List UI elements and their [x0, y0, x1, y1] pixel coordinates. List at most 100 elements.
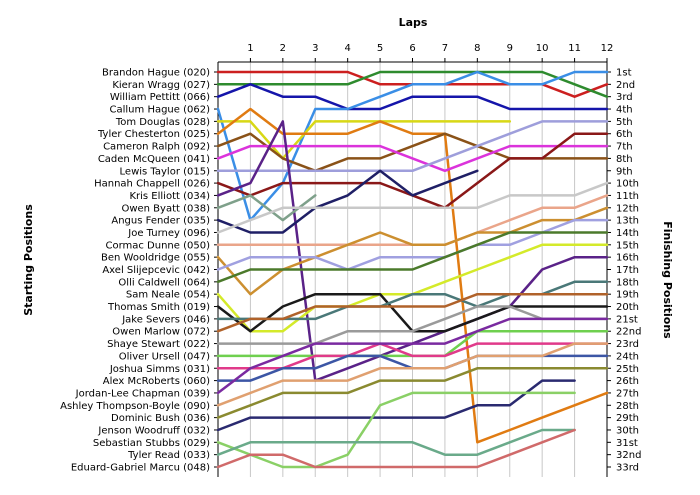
- starting-position-label: Oliver Ursell (047): [119, 351, 210, 362]
- starting-position-label: Angus Fender (035): [111, 216, 210, 227]
- finishing-position-label: 6th: [616, 129, 633, 140]
- y-axis-label-starting: Starting Positions: [22, 204, 35, 316]
- finishing-position-label: 16th: [616, 253, 639, 264]
- finishing-position-label: 3rd: [616, 92, 633, 103]
- finishing-position-label: 14th: [616, 228, 639, 239]
- series-line: [216, 120, 609, 173]
- starting-position-label: Brandon Hague (020): [102, 68, 210, 79]
- starting-position-label: Jenson Woodruff (032): [97, 425, 210, 436]
- series-line: [216, 367, 609, 419]
- finishing-position-label: 26th: [616, 376, 639, 387]
- series-line: [216, 70, 609, 98]
- finishing-position-label: 24th: [616, 351, 639, 362]
- finishing-position-label: 4th: [616, 105, 633, 116]
- starting-position-label: Hannah Chappell (026): [94, 179, 210, 190]
- series-line: [216, 317, 609, 395]
- starting-position-label: Eduard-Gabriel Marcu (048): [71, 463, 210, 474]
- finishing-position-label: 21st: [616, 314, 638, 325]
- chart-title: Laps: [399, 16, 428, 29]
- starting-position-label: Tom Douglas (028): [115, 117, 210, 128]
- x-tick-label: 8: [474, 43, 480, 54]
- x-tick-label: 12: [601, 43, 614, 54]
- finishing-position-label: 29th: [616, 413, 639, 424]
- starting-position-label: Kris Elliott (034): [129, 191, 210, 202]
- series-lines: [216, 70, 609, 469]
- starting-position-label: Tyler Chesterton (025): [97, 129, 210, 140]
- starting-position-label: Jordan-Lee Chapman (039): [75, 388, 210, 399]
- finishing-position-label: 30th: [616, 425, 639, 436]
- series-line: [216, 144, 609, 173]
- series-line: [216, 428, 576, 469]
- starting-position-label: Thomas Smith (019): [107, 302, 210, 313]
- starting-position-label: Sam Neale (054): [126, 290, 210, 301]
- x-tick-label: 6: [409, 43, 415, 54]
- x-tick-label: 7: [442, 43, 448, 54]
- starting-position-label: William Pettitt (066): [110, 92, 210, 103]
- finishing-position-label: 19th: [616, 290, 639, 301]
- x-tick-label: 5: [377, 43, 383, 54]
- x-tick-label: 4: [344, 43, 350, 54]
- finishing-position-label: 8th: [616, 154, 633, 165]
- finishing-position-label: 7th: [616, 142, 633, 153]
- finishing-position-label: 5th: [616, 117, 633, 128]
- finishing-position-label: 28th: [616, 401, 639, 412]
- x-tick-label: 10: [536, 43, 549, 54]
- finishing-position-label: 32nd: [616, 450, 641, 461]
- series-line: [216, 342, 609, 407]
- starting-position-label: Joshua Simms (031): [109, 364, 210, 375]
- starting-position-label: Axel Slijepcevic (042): [102, 265, 210, 276]
- starting-position-label: Shaye Stewart (022): [107, 339, 210, 350]
- starting-position-label: Caden McQueen (041): [98, 154, 210, 165]
- finishing-position-label: 1st: [616, 68, 632, 79]
- series-line: [216, 379, 576, 432]
- x-tick-label: 2: [280, 43, 286, 54]
- finishing-position-label: 10th: [616, 179, 639, 190]
- starting-position-label: Cormac Dunne (050): [105, 240, 210, 251]
- finishing-position-label: 12th: [616, 203, 639, 214]
- starting-position-label: Kieran Wragg (027): [112, 80, 210, 91]
- series-line: [216, 391, 576, 469]
- finishing-position-label: 25th: [616, 364, 639, 375]
- starting-position-label: Tyler Read (033): [127, 450, 210, 461]
- finishing-position-label: 2nd: [616, 80, 635, 91]
- finishing-position-label: 11th: [616, 191, 639, 202]
- finishing-position-label: 17th: [616, 265, 639, 276]
- x-tick-label: 9: [507, 43, 513, 54]
- series-line: [216, 181, 609, 234]
- x-tick-label: 11: [568, 43, 581, 54]
- y-axis-label-finishing: Finishing Positions: [661, 221, 674, 339]
- finishing-position-label: 33rd: [616, 463, 639, 474]
- starting-position-label: Ben Wooldridge (055): [101, 253, 210, 264]
- starting-position-label: Owen Byatt (038): [121, 203, 210, 214]
- series-line: [216, 292, 609, 333]
- series-line: [216, 120, 512, 160]
- starting-position-label: Ashley Thompson-Boyle (090): [60, 401, 210, 412]
- finishing-position-label: 27th: [616, 388, 639, 399]
- finishing-position-label: 13th: [616, 216, 639, 227]
- finishing-position-label: 9th: [616, 166, 633, 177]
- starting-position-label: Owen Marlow (072): [112, 327, 210, 338]
- finishing-position-label: 15th: [616, 240, 639, 251]
- series-line: [216, 428, 576, 456]
- finishing-position-label: 20th: [616, 302, 639, 313]
- starting-position-label: Sebastian Stubbs (029): [93, 438, 210, 449]
- series-line: [216, 83, 609, 111]
- finishing-position-label: 18th: [616, 277, 639, 288]
- starting-position-label: Jake Severs (046): [121, 314, 210, 325]
- finishing-position-label: 31st: [616, 438, 638, 449]
- starting-position-label: Joe Turney (096): [127, 228, 210, 239]
- finishing-position-label: 22nd: [616, 327, 641, 338]
- starting-position-label: Cameron Ralph (092): [103, 142, 210, 153]
- x-tick-label: 3: [312, 43, 318, 54]
- series-line: [216, 169, 479, 234]
- starting-position-label: Lewis Taylor (015): [120, 166, 211, 177]
- starting-position-label: Olli Caldwell (064): [118, 277, 210, 288]
- series-line: [216, 231, 609, 284]
- finishing-position-label: 23rd: [616, 339, 639, 350]
- x-tick-label: 1: [247, 43, 253, 54]
- starting-position-label: Dominic Bush (036): [111, 413, 210, 424]
- starting-position-label: Alex McRoberts (060): [103, 376, 210, 387]
- starting-position-label: Callum Hague (062): [110, 105, 211, 116]
